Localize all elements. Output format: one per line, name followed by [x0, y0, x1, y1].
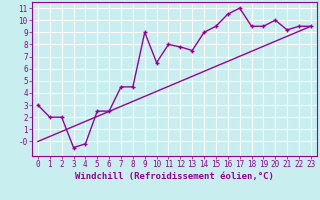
- X-axis label: Windchill (Refroidissement éolien,°C): Windchill (Refroidissement éolien,°C): [75, 172, 274, 181]
